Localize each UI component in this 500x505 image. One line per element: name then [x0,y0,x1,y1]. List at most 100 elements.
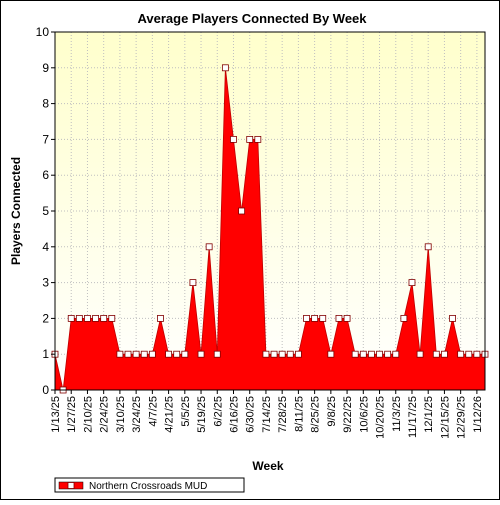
x-tick-label: 4/21/25 [164,396,176,433]
x-tick-label: 10/20/25 [375,396,387,439]
data-point-marker [124,350,132,358]
data-point-marker [262,350,270,358]
marker-layer [51,64,489,394]
x-tick-label: 1/27/25 [66,396,78,433]
data-point-marker [67,314,75,322]
x-tick-label: 12/29/25 [456,396,468,439]
x-tick-label: 5/19/25 [196,396,208,433]
x-tick-label: 9/22/25 [342,396,354,433]
chart-title: Average Players Connected By Week [137,11,367,26]
y-tick-label: 3 [42,276,49,290]
data-point-marker [221,64,229,72]
data-point-marker [213,350,221,358]
data-point-marker [343,314,351,322]
data-point-marker [400,314,408,322]
data-point-marker [424,243,432,251]
y-tick-label: 8 [42,97,49,111]
data-point-marker [294,350,302,358]
data-point-marker [457,350,465,358]
data-point-marker [376,350,383,358]
data-point-marker [148,350,156,358]
x-tick-label: 2/24/25 [99,396,111,433]
data-point-marker [132,350,140,358]
data-point-marker [311,314,319,322]
x-tick-label: 8/25/25 [310,396,322,433]
x-tick-label: 1/13/25 [50,396,62,433]
y-tick-label: 5 [42,204,49,218]
data-point-marker [327,350,335,358]
x-tick-label: 12/1/25 [423,396,435,433]
data-point-marker [368,350,375,358]
data-point-marker [473,350,481,358]
y-tick-label: 9 [42,61,49,75]
data-point-marker [441,350,448,358]
data-point-marker [278,350,286,358]
legend-box [54,477,245,493]
y-tick-label: 7 [42,132,49,146]
data-point-marker [465,350,473,358]
x-tick-label: 1/12/26 [472,396,484,433]
x-tick-label: 6/30/25 [245,396,257,433]
data-point-marker [254,135,262,143]
data-point-marker [392,350,400,358]
data-point-marker [449,314,456,322]
data-point-marker [303,314,310,322]
x-tick-label: 4/7/25 [147,396,159,427]
data-point-marker [384,350,392,358]
data-point-marker [100,314,108,322]
x-tick-label: 6/2/25 [212,396,224,427]
y-tick-label: 2 [42,311,49,325]
data-point-marker [205,243,213,251]
x-axis: 1/13/25 1/27/25 2/10/25 2/24/25 3/10/25 3/24/… [50,390,484,439]
x-tick-label: 10/6/25 [358,396,370,433]
x-tick-label: 7/14/25 [261,396,273,433]
x-tick-label: 9/8/25 [326,396,338,427]
data-point-marker [140,350,148,358]
data-point-marker [230,135,237,143]
legend-label: Northern Crossroads MUD [89,481,207,492]
data-point-marker [165,350,172,358]
plot-area [55,32,485,390]
data-point-marker [189,279,197,287]
x-tick-label: 5/5/25 [180,396,192,427]
data-point-marker [286,350,294,358]
x-axis-label: Week [252,459,283,473]
data-point-marker [92,314,99,322]
data-point-marker [335,314,343,322]
x-tick-label: 6/16/25 [228,396,240,433]
y-tick-label: 0 [42,383,49,397]
data-point-marker [157,314,164,322]
data-point-marker [181,350,189,358]
x-tick-label: 11/17/25 [407,396,419,438]
x-tick-label: 3/10/25 [115,396,127,433]
x-tick-label: 11/3/25 [391,396,403,432]
x-tick-label: 2/10/25 [82,396,94,433]
data-point-marker [84,314,91,322]
y-tick-label: 6 [42,168,49,182]
data-point-marker [416,350,424,358]
data-point-marker [197,350,205,358]
y-axis: 0 1 2 3 4 5 6 7 8 9 10 [36,25,55,397]
data-point-marker [432,350,440,358]
data-point-marker [270,350,278,358]
y-axis-label: Players Connected [9,157,23,265]
legend-marker [67,482,75,489]
y-tick-label: 4 [42,240,49,254]
x-tick-label: 7/28/25 [277,396,289,433]
data-point-marker [108,314,116,322]
legend: Northern Crossroads MUD [54,477,245,493]
data-point-marker [238,207,246,215]
data-point-marker [351,350,359,358]
data-point-marker [408,279,416,287]
data-point-marker [75,314,83,322]
data-point-marker [116,350,124,358]
data-point-marker [173,350,181,358]
y-tick-label: 1 [42,347,49,361]
data-point-marker [246,135,254,143]
data-point-marker [359,350,367,358]
x-tick-label: 3/24/25 [131,396,143,433]
x-tick-label: 8/11/25 [293,396,305,432]
x-tick-label: 12/15/25 [439,396,451,439]
